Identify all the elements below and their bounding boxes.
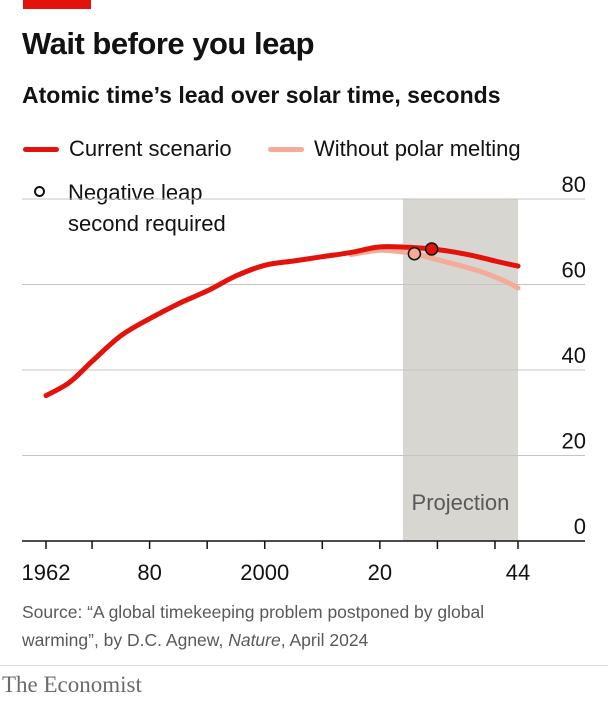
- legend-swatch-without: [268, 146, 304, 152]
- y-tick-label: 20: [562, 429, 586, 454]
- legend-label-negative: Negative leap second required: [68, 177, 268, 239]
- chart-panel: Wait before you leap Atomic time’s lead …: [21, 0, 586, 654]
- legend-label-current: Current scenario: [69, 136, 232, 161]
- series-line-without-polar-melting: [348, 247, 521, 291]
- legend-label-negative-line2: second required: [68, 211, 226, 236]
- source-journal: Nature: [228, 630, 281, 650]
- brand-tag: [23, 0, 91, 9]
- source-note: Source: “A global timekeeping problem po…: [22, 598, 542, 654]
- x-tick-label: 20: [368, 560, 392, 585]
- line-chart: Projection 0 20 40 60 80 1962 80 2000 20 44: [22, 172, 586, 585]
- y-tick-label: 40: [562, 343, 586, 368]
- projection-label: Projection: [412, 490, 510, 515]
- source-suffix: , April 2024: [280, 630, 369, 650]
- x-tick-label: 80: [137, 560, 161, 585]
- series-line-current: [43, 244, 521, 399]
- marker-without-polar-melting: [407, 246, 422, 261]
- x-tick-label: 1962: [22, 560, 71, 585]
- chart-subtitle: Atomic time’s lead over solar time, seco…: [22, 82, 501, 108]
- source-prefix: Source: “A global timekeeping problem po…: [22, 602, 485, 650]
- y-tick-label: 60: [562, 258, 586, 283]
- footer-divider: [0, 665, 608, 666]
- legend-item-current: Current scenario: [23, 136, 232, 162]
- x-tick-label: 44: [506, 560, 530, 585]
- y-tick-label: 80: [562, 172, 586, 197]
- legend-item-without: Without polar melting: [268, 136, 521, 162]
- brand-logo: The Economist: [2, 672, 142, 697]
- legend-label-negative-line1: Negative leap: [68, 180, 203, 205]
- y-tick-label: 0: [574, 514, 586, 539]
- x-tick-label: 2000: [240, 560, 289, 585]
- legend-label-without: Without polar melting: [314, 136, 521, 161]
- chart-title: Wait before you leap: [22, 26, 315, 61]
- marker-current: [424, 242, 439, 256]
- legend-circle-icon: [34, 186, 45, 197]
- legend-swatch-current: [23, 146, 59, 152]
